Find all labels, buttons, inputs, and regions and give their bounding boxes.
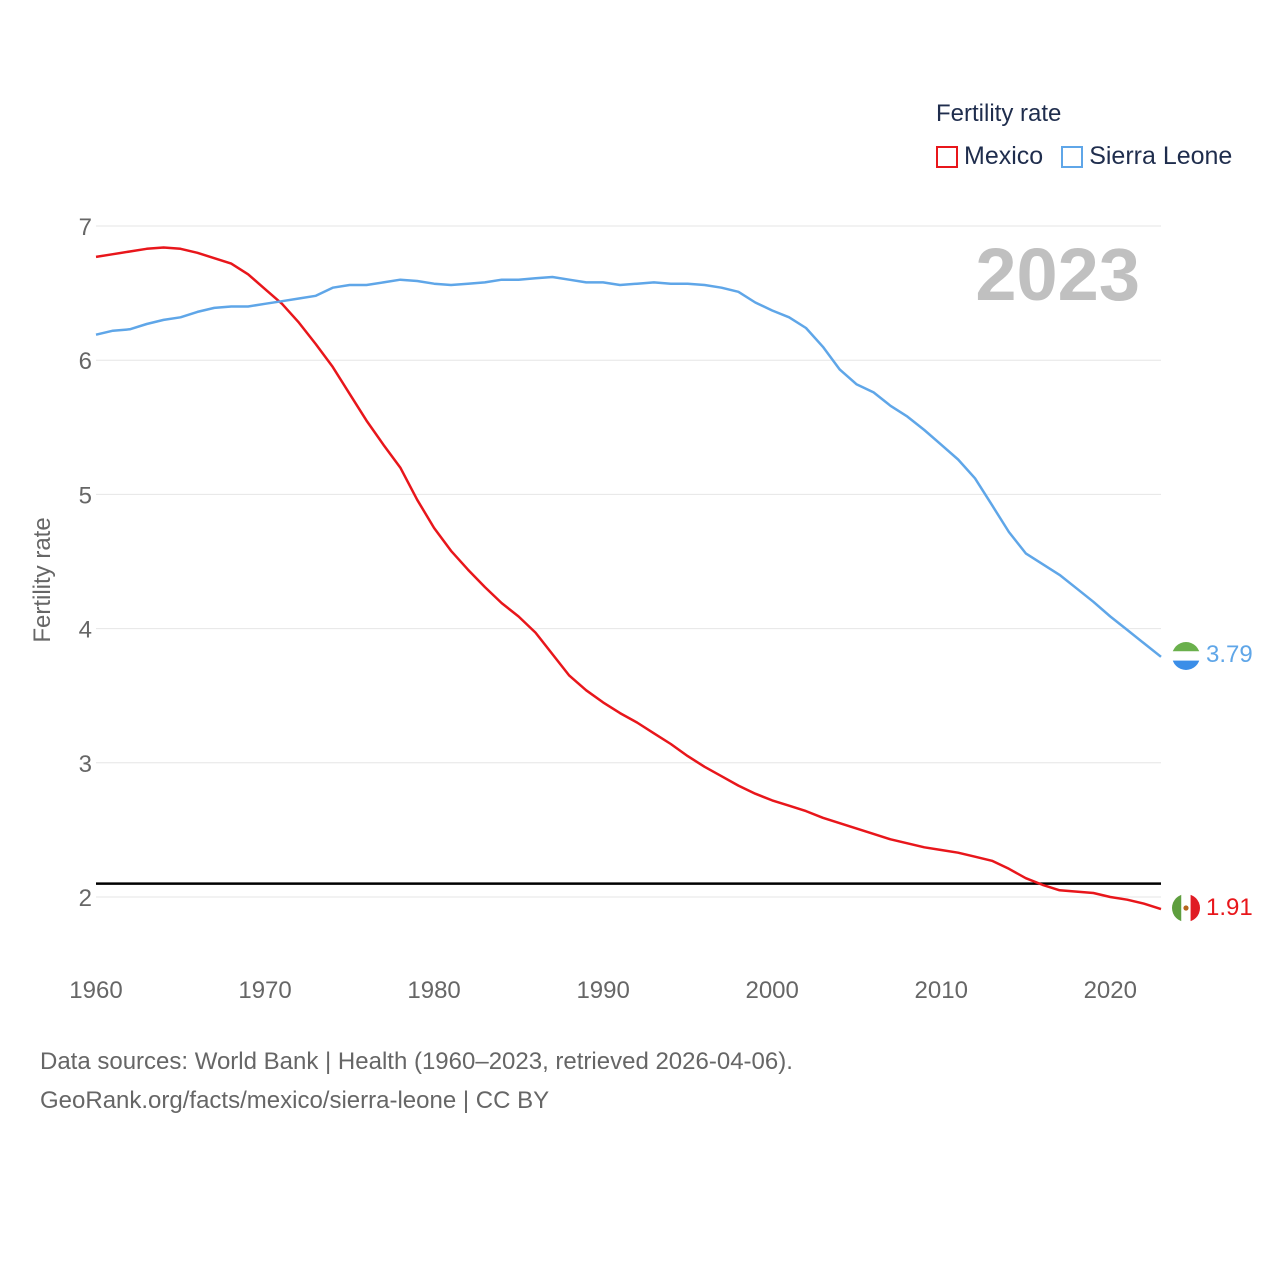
x-tick-label: 2010 [915,977,968,1004]
x-tick-label: 1970 [238,977,291,1004]
y-tick-label: 3 [79,751,92,778]
line-chart: 2 3 4 5 6 7 1960 1970 1980 1990 2000 2010 2020 2023… [29,214,1253,1004]
y-tick-label: 2 [79,885,92,912]
legend-swatch-mexico [936,145,958,168]
series-line-mexico[interactable] [95,246,1162,911]
y-axis-label: Fertility rate [29,517,56,642]
legend-label-sierra-leone: Sierra Leone [1089,142,1233,170]
y-axis-ticks: 2 3 4 5 6 7 [79,214,92,912]
year-label: 2023 [975,233,1140,316]
legend-item-sierra-leone[interactable]: Sierra Leone [1061,142,1232,171]
x-axis-ticks: 1960 1970 1980 1990 2000 2010 2020 [69,977,1137,1004]
footer: Data sources: World Bank | Health (1960–… [40,1042,793,1120]
x-tick-label: 1960 [69,977,122,1004]
x-tick-label: 2000 [745,977,798,1004]
legend: Mexico Sierra Leone [936,142,1250,171]
sierra-leone-flag-icon [1172,642,1200,670]
legend-label-mexico: Mexico [964,142,1044,170]
series [95,246,1162,911]
y-tick-label: 7 [79,214,92,241]
series-line-sierra-leone[interactable] [95,275,1162,658]
mexico-flag-icon [1172,894,1200,922]
y-tick-label: 4 [79,617,92,644]
legend-title: Fertility rate [936,100,1062,127]
data-sources-text: Data sources: World Bank | Health (1960–… [40,1048,793,1075]
gridlines [96,225,1161,898]
legend-item-mexico[interactable]: Mexico [936,142,1043,171]
legend-swatch-sierra-leone [1061,145,1084,168]
x-tick-label: 1980 [407,977,460,1004]
sierra-leone-end-value: 3.79 [1206,641,1253,668]
mexico-end-value: 1.91 [1206,894,1253,921]
x-tick-label: 2020 [1084,977,1137,1004]
y-tick-label: 6 [79,348,92,375]
y-tick-label: 5 [79,482,92,509]
source-link[interactable]: GeoRank.org/facts/mexico/sierra-leone | … [40,1087,550,1114]
x-tick-label: 1990 [576,977,629,1004]
